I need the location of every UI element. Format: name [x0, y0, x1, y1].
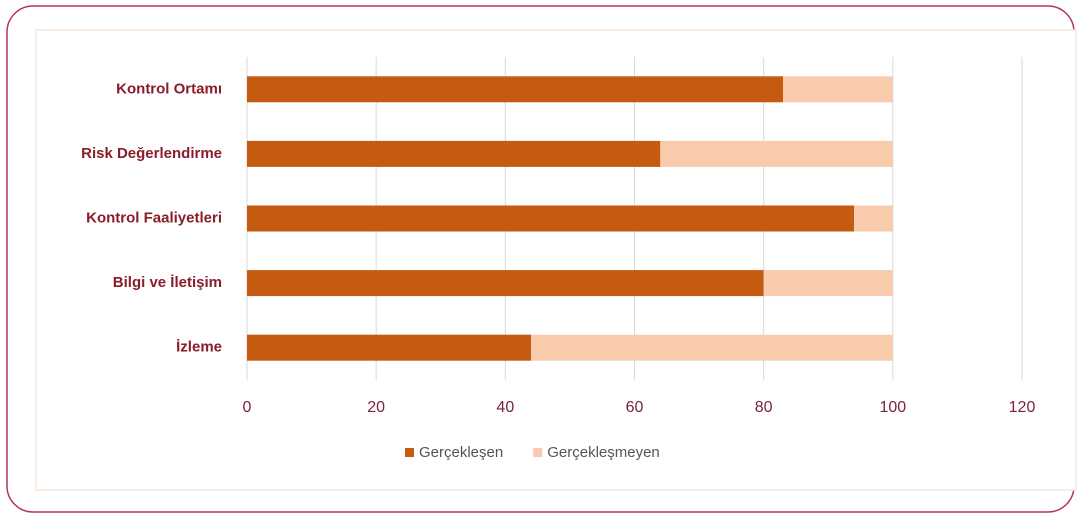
x-tick-label: 0 — [243, 399, 252, 416]
bar-segment — [763, 270, 893, 297]
x-tick-label: 20 — [367, 399, 385, 416]
bar-segment — [247, 334, 532, 361]
y-tick-label: Risk Değerlendirme — [81, 145, 222, 162]
bar-segment — [247, 140, 661, 167]
bar-segment — [247, 76, 784, 103]
x-tick-label: 120 — [1009, 399, 1036, 416]
bar-segment — [531, 334, 893, 361]
x-tick-label: 40 — [496, 399, 514, 416]
bar-segment — [660, 140, 893, 167]
x-tick-label: 80 — [755, 399, 773, 416]
legend-label: Gerçekleşen — [419, 444, 503, 461]
legend-label: Gerçekleşmeyen — [547, 444, 660, 461]
y-tick-label: İzleme — [176, 339, 222, 356]
y-tick-label: Bilgi ve İletişim — [113, 274, 222, 291]
plot-panel — [35, 29, 1077, 491]
bar-segment — [783, 76, 893, 103]
y-tick-label: Kontrol Faaliyetleri — [86, 209, 222, 226]
bar-segment — [247, 270, 764, 297]
x-tick-label: 60 — [626, 399, 644, 416]
legend-swatch — [533, 448, 543, 457]
legend-swatch — [405, 448, 414, 457]
bar-segment — [247, 205, 855, 232]
y-tick-label: Kontrol Ortamı — [116, 80, 222, 97]
x-tick-label: 100 — [879, 399, 906, 416]
bar-segment — [854, 205, 893, 232]
